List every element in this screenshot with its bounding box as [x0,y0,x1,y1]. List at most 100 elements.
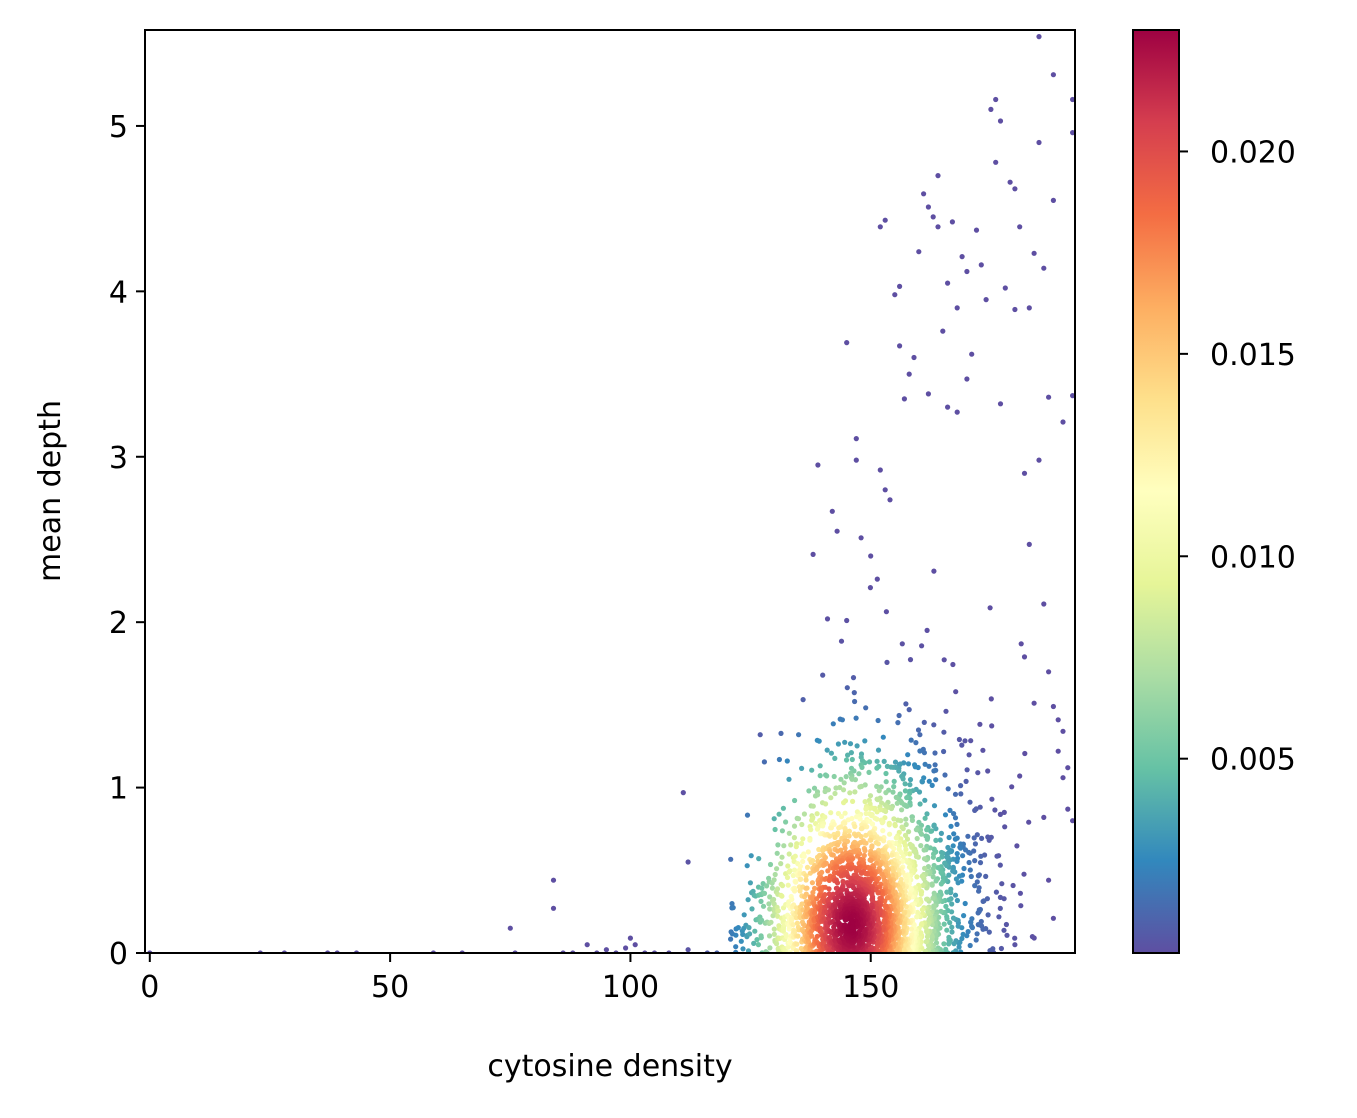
data-point [863,832,869,838]
data-point [627,935,634,941]
data-point [1009,784,1015,790]
data-point [808,827,814,833]
data-point [896,846,902,853]
y-tick-label: 0 [109,937,128,972]
data-point [728,936,734,942]
data-point [815,462,821,468]
data-point [907,851,913,857]
data-point [924,811,930,817]
data-point [975,910,981,916]
data-point [1031,700,1037,706]
data-point [967,942,973,949]
data-point [903,821,909,828]
y-tick-label: 3 [109,441,128,476]
data-point [896,712,902,719]
data-point [943,946,949,953]
data-point [903,816,909,822]
data-point [728,856,734,862]
data-point [883,790,889,796]
data-point [784,758,790,764]
data-point [980,898,986,905]
data-point [857,816,863,822]
data-point [771,877,777,883]
data-point [892,292,898,298]
data-point [938,869,944,876]
data-point [759,885,765,891]
data-point [768,919,774,925]
data-point [1001,809,1007,816]
x-tick-label: 0 [140,970,159,1005]
data-point [822,916,828,922]
data-point [884,763,891,770]
data-point [895,817,901,823]
data-point [882,898,888,904]
data-point [907,782,913,788]
data-point [1036,34,1042,40]
data-point [810,889,816,896]
data-point [752,928,758,934]
data-point [1002,285,1008,291]
data-point [1002,824,1008,830]
data-point [809,817,815,823]
data-point [979,835,985,842]
data-point [775,842,781,848]
data-point [900,776,906,782]
data-point [809,933,815,939]
data-point [790,872,796,879]
data-point [930,854,937,860]
data-point [834,880,841,886]
data-point [988,106,994,112]
data-point [1012,306,1018,313]
data-point [971,835,977,841]
data-point [906,864,913,870]
data-point [958,791,964,797]
data-point [921,191,927,197]
data-point [923,833,929,839]
data-point [806,788,812,794]
data-point [977,804,983,810]
data-point [1012,935,1018,941]
data-point [985,768,991,774]
data-point [745,948,752,953]
data-point [908,737,914,743]
data-point [942,812,949,818]
data-point [946,897,952,903]
data-point [1036,457,1042,463]
data-point [932,762,938,768]
data-point [1050,915,1056,921]
x-tick-label: 100 [602,970,659,1005]
data-point [834,528,840,534]
data-point [1070,393,1075,399]
data-point [824,616,831,622]
data-point [767,906,773,912]
data-point [975,873,982,879]
data-point [1010,882,1016,889]
data-point [952,892,959,898]
data-point [880,828,886,834]
data-point [814,811,820,817]
data-point [803,891,809,897]
data-point [842,810,848,816]
y-tick-label: 4 [109,275,128,310]
data-point [867,793,874,799]
data-point [932,750,938,756]
colorbar-tick-label: 0.005 [1210,743,1296,778]
data-point [786,776,792,782]
data-point [938,849,945,856]
data-point [828,750,835,756]
data-point [772,826,778,833]
data-point [883,779,889,785]
data-point [761,890,768,897]
data-point [929,932,935,939]
data-point [801,811,808,817]
data-point [798,840,805,847]
data-point [987,605,993,611]
data-point [774,866,780,872]
data-point [685,859,691,865]
data-point [857,784,863,790]
data-point [858,826,865,832]
data-point [959,935,965,942]
data-point [803,873,809,879]
y-tick-label: 5 [109,110,128,145]
data-point [907,657,914,663]
